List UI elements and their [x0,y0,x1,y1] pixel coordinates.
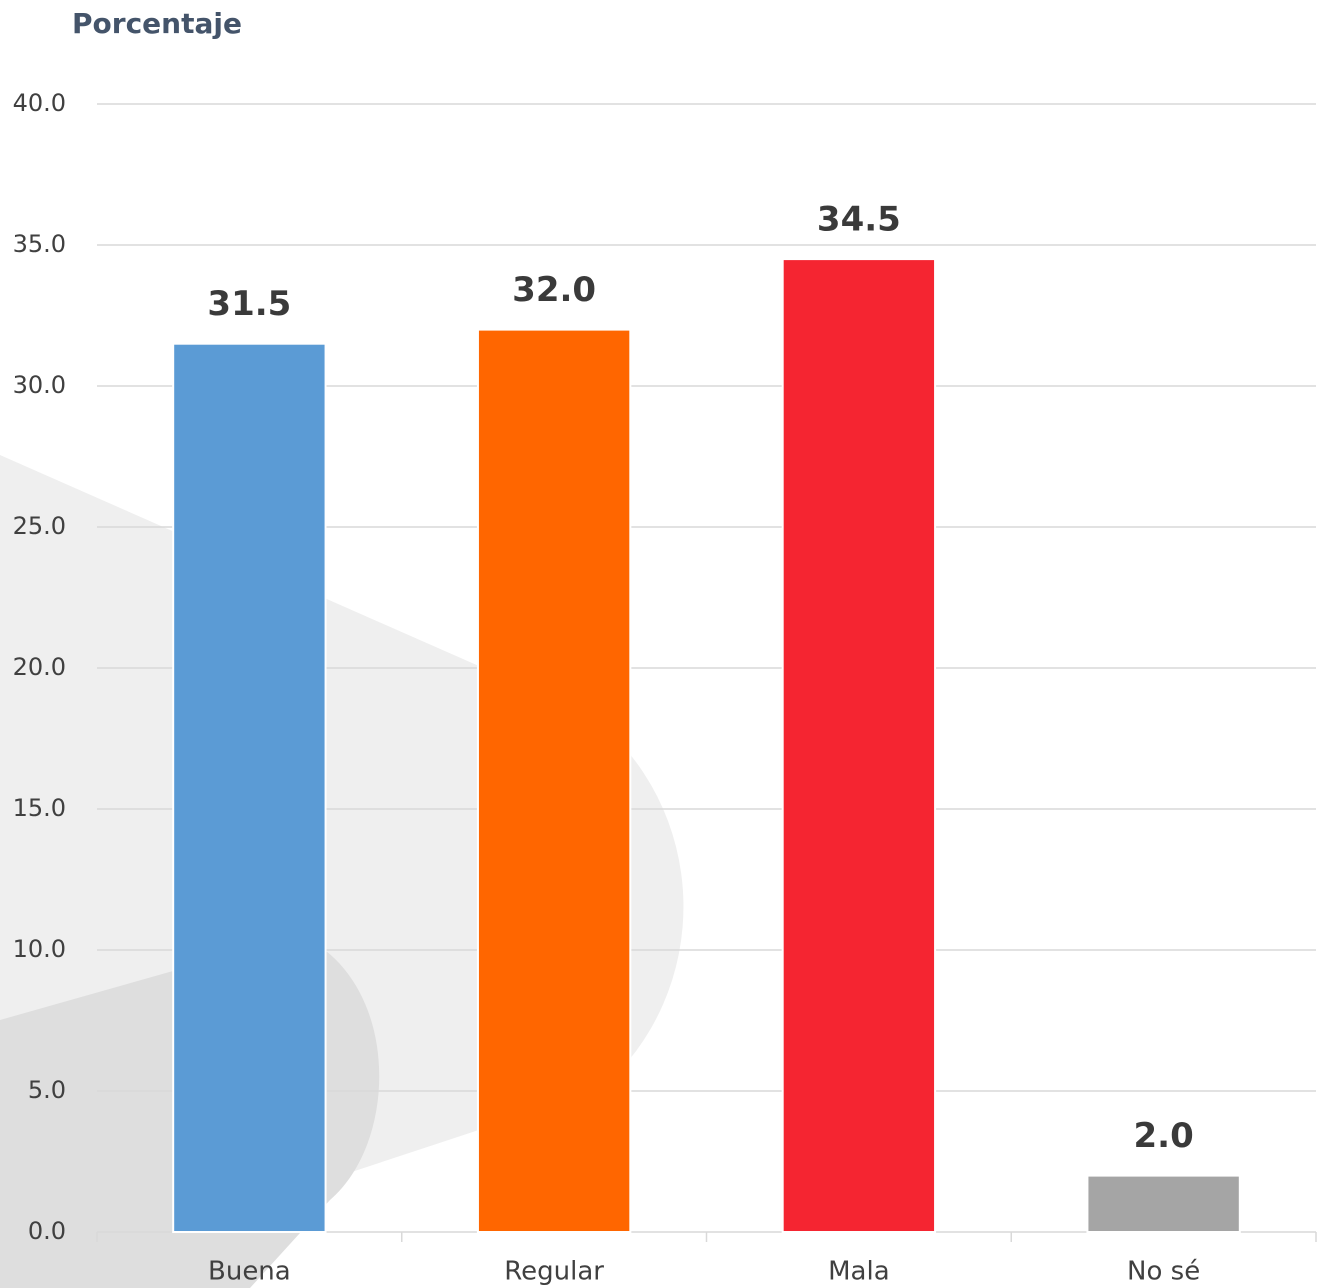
y-tick-label: 30.0 [13,371,66,399]
y-tick-label: 5.0 [28,1076,66,1104]
data-label: 2.0 [1134,1116,1194,1156]
x-tick-label: Mala [828,1257,890,1287]
data-label: 32.0 [512,270,596,310]
y-axis-title: Porcentaje [72,7,242,40]
data-label: 31.5 [207,284,291,324]
y-tick-label: 15.0 [13,794,66,822]
bar [1086,1174,1241,1233]
x-tick-label: Regular [504,1257,604,1287]
y-tick-label: 20.0 [13,653,66,681]
bar [172,342,327,1233]
y-tick-label: 10.0 [13,935,66,963]
x-tick-label: Buena [208,1257,291,1287]
y-tick-label: 25.0 [13,512,66,540]
data-label: 34.5 [817,200,901,240]
bar [476,328,632,1234]
bar [781,258,937,1234]
y-tick-label: 40.0 [13,89,66,117]
y-tick-label: 0.0 [28,1217,66,1245]
y-tick-label: 35.0 [13,230,66,258]
x-tick-label: No sé [1127,1257,1200,1287]
